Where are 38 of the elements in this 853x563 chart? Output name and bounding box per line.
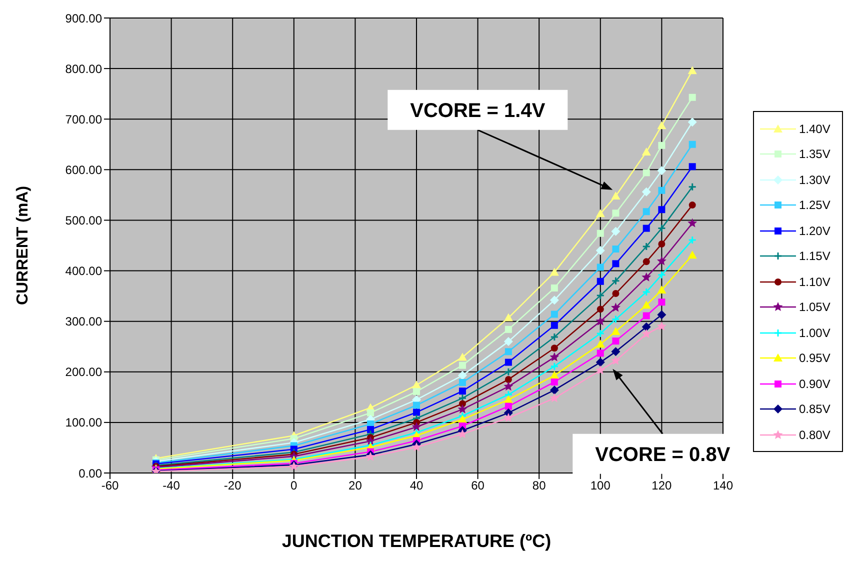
legend-label: 0.80V <box>799 428 830 442</box>
legend-label: 0.90V <box>799 376 830 390</box>
x-tick-label: 120 <box>652 478 672 493</box>
x-tick-label: -20 <box>224 478 242 493</box>
x-tick-label: 40 <box>410 478 424 493</box>
legend-label: 1.20V <box>799 224 830 238</box>
y-tick-label: 100.00 <box>65 416 102 430</box>
x-tick-label: -40 <box>162 478 180 493</box>
legend-label: 0.85V <box>799 402 830 416</box>
annotation: VCORE = 1.4V <box>410 100 546 122</box>
legend-label: 1.35V <box>799 147 830 161</box>
legend-label: 1.40V <box>799 122 830 136</box>
y-tick-label: 700.00 <box>65 112 102 126</box>
x-tick-label: 0 <box>290 478 298 493</box>
y-tick-label: 200.00 <box>65 365 102 380</box>
x-axis-title: JUNCTION TEMPERATURE (ºC) <box>282 531 552 551</box>
x-tick-label: 60 <box>471 478 485 493</box>
y-tick-label: 500.00 <box>65 213 102 228</box>
y-tick-label: 400.00 <box>65 264 102 278</box>
y-tick-label: 300.00 <box>65 314 102 329</box>
legend-label: 1.00V <box>799 326 830 340</box>
legend-label: 1.10V <box>799 274 830 288</box>
x-tick-label: 20 <box>348 478 362 493</box>
x-tick-label: 140 <box>712 478 734 493</box>
x-tick-label: 80 <box>532 478 546 493</box>
legend-label: 1.15V <box>799 249 830 263</box>
legend-label: 0.95V <box>799 351 830 365</box>
legend-label: 1.30V <box>799 172 830 186</box>
x-tick-label: 100 <box>590 478 611 493</box>
x-tick-label: -60 <box>101 478 119 493</box>
y-tick-label: 800.00 <box>65 62 102 76</box>
y-tick-label: 600.00 <box>65 162 102 177</box>
legend-label: 1.25V <box>799 198 830 212</box>
y-tick-label: 0.00 <box>78 466 102 480</box>
y-tick-label: 900.00 <box>65 11 102 26</box>
legend-label: 1.05V <box>799 300 830 314</box>
annotation: VCORE = 0.8V <box>595 444 731 466</box>
y-axis-title: CURRENT (mA) <box>14 186 32 306</box>
